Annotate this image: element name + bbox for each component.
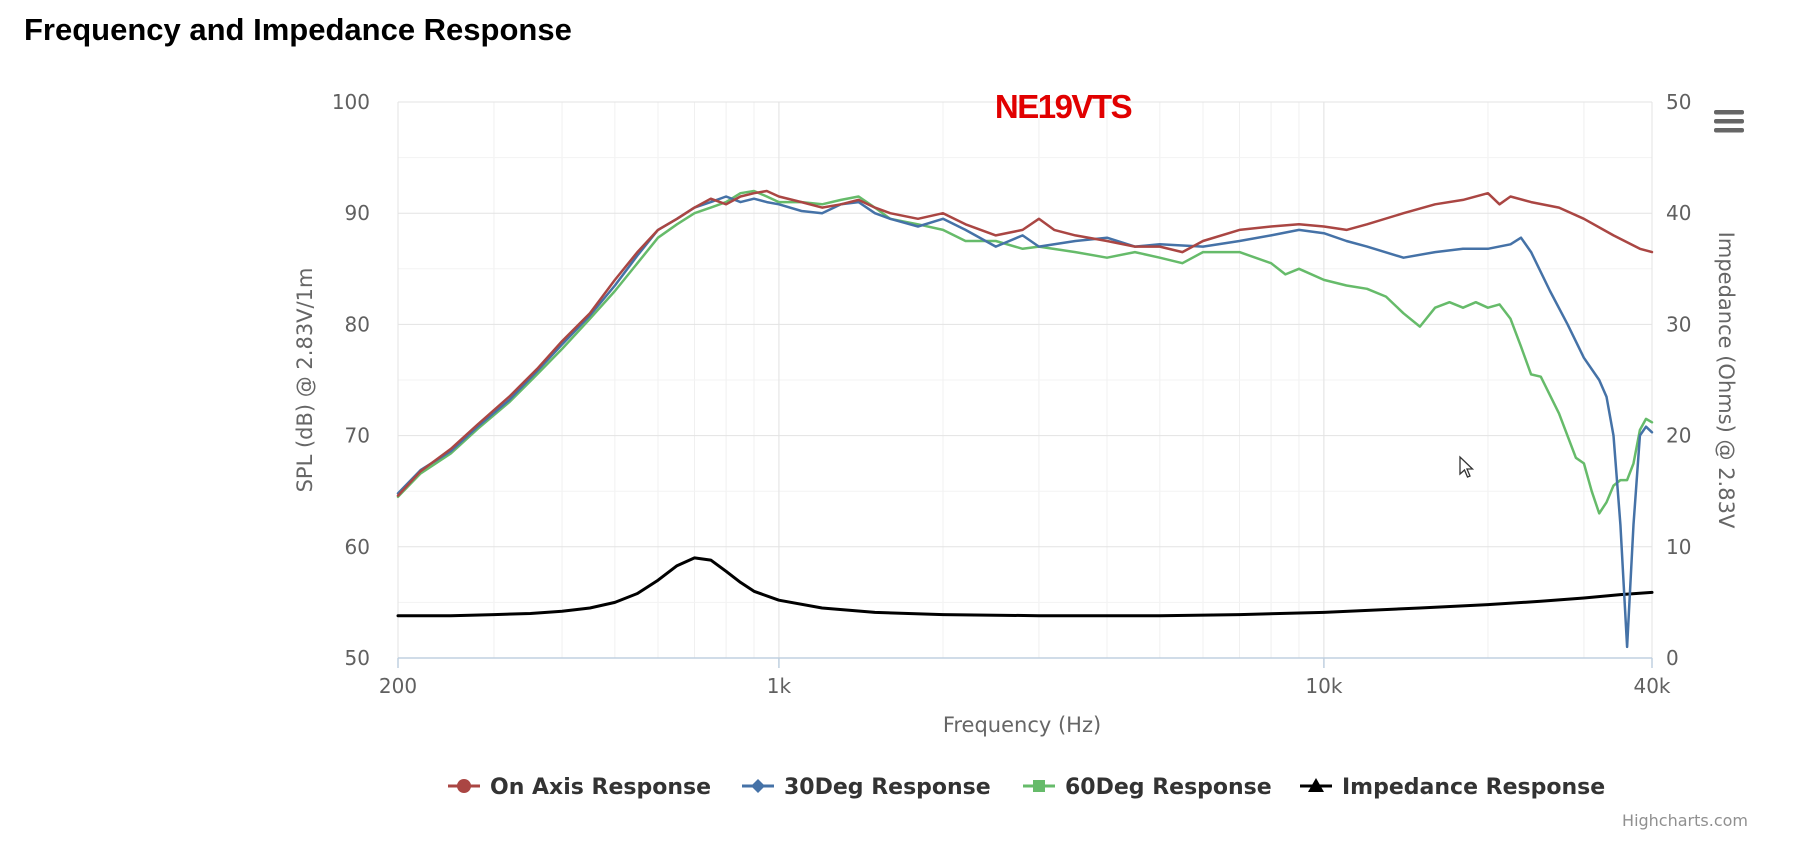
series-layer [396, 189, 1654, 649]
axis-labels: 200 1k 10k 40k 50 60 70 80 90 100 0 10 20 30 40 50 [332, 90, 1692, 698]
x-tick-label: 40k [1633, 674, 1670, 698]
x-axis-title: Frequency (Hz) [943, 713, 1101, 737]
credits-link[interactable]: Highcharts.com [1622, 811, 1748, 830]
legend: On Axis Response 30Deg Response 60Deg Resp… [448, 775, 1605, 800]
legend-label: Impedance Response [1342, 775, 1605, 800]
y-tick-label: 100 [332, 90, 370, 114]
y2-tick-label: 40 [1666, 201, 1691, 225]
legend-item-impedance-response[interactable]: Impedance Response [1300, 775, 1605, 800]
y-axis-title: SPL (dB) @ 2.83V/1m [293, 268, 317, 493]
legend-item-60deg-response[interactable]: 60Deg Response [1023, 775, 1272, 800]
y2-tick-label: 50 [1666, 90, 1691, 114]
series-line-on-axis-response [396, 189, 1654, 497]
legend-label: 60Deg Response [1065, 775, 1272, 800]
context-menu-button[interactable] [1708, 104, 1748, 138]
y2-axis-title: Impedance (Ohms) @ 2.83V [1714, 232, 1738, 529]
series-line-impedance-response [396, 556, 1654, 618]
series-line-30deg-response [396, 195, 1654, 649]
y2-tick-label: 20 [1666, 424, 1691, 448]
mouse-cursor-icon [1459, 455, 1475, 478]
x-tick-label: 10k [1305, 674, 1342, 698]
page-title: Frequency and Impedance Response [24, 12, 572, 47]
legend-label: On Axis Response [490, 775, 711, 800]
menu-icon [1714, 110, 1744, 133]
legend-diamond-marker [751, 779, 765, 793]
minor-gridlines [398, 102, 1652, 658]
axes [397, 657, 1653, 668]
x-tick-label: 1k [767, 674, 792, 698]
y2-tick-label: 0 [1666, 646, 1679, 670]
series-line-60deg-response [396, 189, 1654, 515]
legend-circle-marker [457, 779, 471, 793]
legend-item-on-axis-response[interactable]: On Axis Response [448, 775, 711, 800]
y-tick-label: 80 [345, 312, 370, 336]
y-tick-label: 50 [345, 646, 370, 670]
y2-tick-label: 30 [1666, 312, 1691, 336]
legend-square-marker [1033, 780, 1045, 792]
chart-title: NE19VTS [995, 88, 1132, 125]
y-tick-label: 60 [345, 535, 370, 559]
legend-item-30deg-response[interactable]: 30Deg Response [742, 775, 991, 800]
x-tick-label: 200 [379, 674, 417, 698]
legend-triangle-marker [1308, 778, 1324, 792]
y2-tick-label: 10 [1666, 535, 1691, 559]
y-tick-label: 70 [345, 424, 370, 448]
legend-label: 30Deg Response [784, 775, 991, 800]
y-tick-label: 90 [345, 201, 370, 225]
